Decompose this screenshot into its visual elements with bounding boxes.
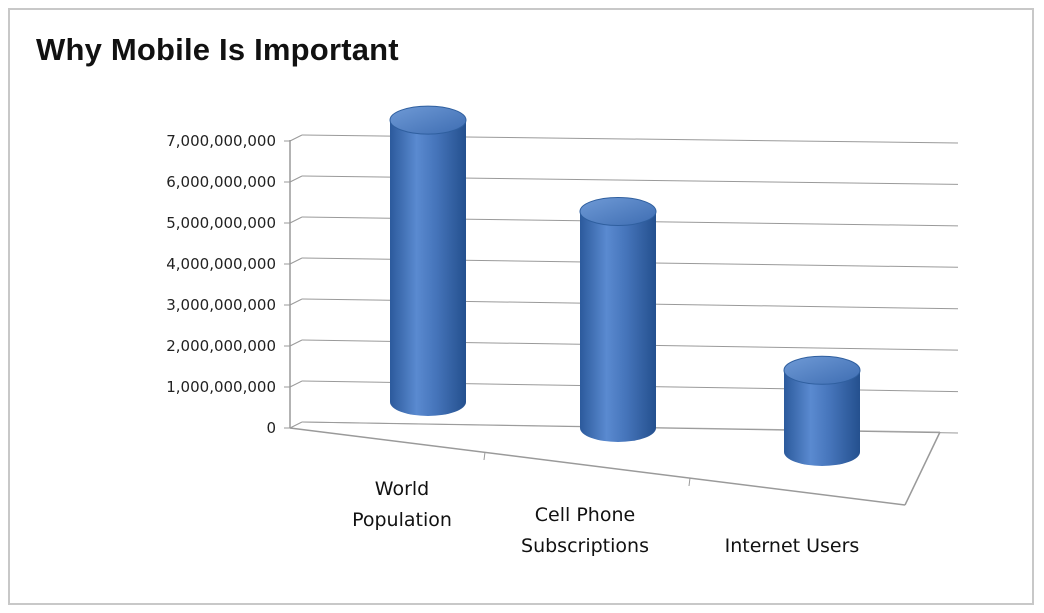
bar-cylinder xyxy=(579,196,657,442)
x-category-label: World Population xyxy=(352,478,452,531)
gridline-wall xyxy=(289,298,303,306)
y-tick-label: 0 xyxy=(266,419,276,437)
bar-body xyxy=(784,370,860,466)
bar-body xyxy=(390,120,466,416)
gridline-wall xyxy=(289,339,303,347)
bar-cylinder xyxy=(783,355,861,466)
x-axis: World Population Cell Phone Subscriptions In… xyxy=(352,478,859,557)
gridline-wall xyxy=(289,134,303,142)
bar-top xyxy=(783,355,861,385)
gridline-wall xyxy=(289,421,303,429)
chart-title: Why Mobile Is Important xyxy=(36,32,399,67)
x-category-label: Cell Phone Subscriptions xyxy=(521,504,649,557)
gridline-wall xyxy=(289,380,303,388)
floor-front-edge xyxy=(289,427,906,506)
bar-top xyxy=(579,196,657,226)
y-tick-label: 4,000,000,000 xyxy=(166,255,276,273)
y-tick-label: 6,000,000,000 xyxy=(166,173,276,191)
gridline-wall xyxy=(289,216,303,224)
bar-top xyxy=(389,105,467,135)
y-tick-label: 7,000,000,000 xyxy=(166,132,276,150)
gridline-wall xyxy=(289,175,303,183)
gridline-wall xyxy=(289,257,303,265)
x-tick-mark xyxy=(483,451,486,461)
y-tick-label: 5,000,000,000 xyxy=(166,214,276,232)
floor-right-edge xyxy=(904,431,941,506)
bar-cylinder xyxy=(389,105,467,416)
y-tick-label: 2,000,000,000 xyxy=(166,337,276,355)
y-tick-label: 1,000,000,000 xyxy=(166,378,276,396)
x-category-label: Internet Users xyxy=(725,535,860,557)
bars xyxy=(389,105,861,466)
x-tick-mark xyxy=(688,477,691,487)
chart-frame xyxy=(8,8,1034,605)
y-tick-label: 3,000,000,000 xyxy=(166,296,276,314)
bar-body xyxy=(580,211,656,442)
y-axis: 0 1,000,000,000 2,000,000,000 3,000,000,000… xyxy=(166,132,290,437)
